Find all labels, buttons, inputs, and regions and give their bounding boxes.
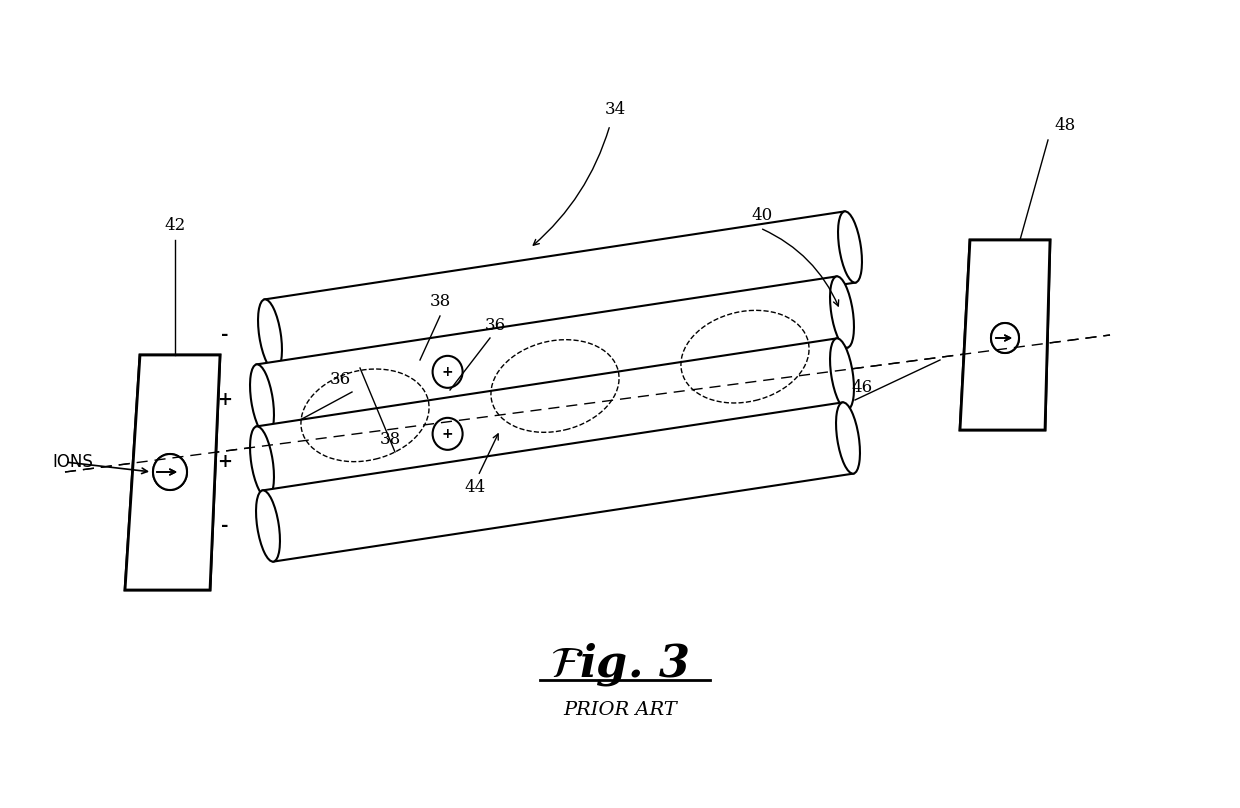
Text: 34: 34 — [604, 102, 626, 119]
Text: +: + — [441, 365, 454, 379]
Polygon shape — [257, 276, 847, 436]
Ellipse shape — [991, 323, 1019, 353]
Text: -: - — [221, 326, 228, 344]
Ellipse shape — [258, 300, 281, 371]
Ellipse shape — [250, 427, 274, 498]
Ellipse shape — [153, 454, 187, 490]
Text: 36: 36 — [485, 317, 506, 334]
Text: 36: 36 — [330, 372, 351, 389]
Text: -: - — [221, 517, 228, 535]
Ellipse shape — [255, 490, 280, 562]
Polygon shape — [960, 240, 1050, 430]
Ellipse shape — [836, 402, 861, 473]
Ellipse shape — [250, 364, 274, 436]
Text: +: + — [217, 453, 233, 471]
Text: PRIOR ART: PRIOR ART — [563, 701, 677, 719]
Text: 48: 48 — [1054, 116, 1075, 133]
Ellipse shape — [153, 454, 187, 490]
Ellipse shape — [830, 339, 854, 410]
Ellipse shape — [991, 323, 1019, 353]
Text: 42: 42 — [165, 217, 186, 234]
Ellipse shape — [433, 418, 463, 450]
Text: 44: 44 — [464, 479, 486, 496]
Text: +: + — [217, 391, 233, 409]
Polygon shape — [264, 212, 856, 371]
Text: +: + — [441, 427, 454, 441]
Polygon shape — [125, 355, 219, 590]
Text: 46: 46 — [852, 380, 873, 397]
Polygon shape — [125, 355, 219, 590]
Text: IONS: IONS — [52, 453, 93, 471]
Ellipse shape — [830, 276, 854, 347]
Polygon shape — [257, 339, 847, 498]
Text: $\mathcal{F}$ig. 3: $\mathcal{F}$ig. 3 — [551, 642, 689, 688]
Polygon shape — [960, 240, 1050, 430]
Polygon shape — [263, 402, 853, 562]
Ellipse shape — [433, 356, 463, 388]
Text: 40: 40 — [751, 207, 773, 224]
Text: 38: 38 — [379, 431, 401, 448]
Ellipse shape — [838, 212, 862, 283]
Text: 38: 38 — [429, 293, 450, 310]
